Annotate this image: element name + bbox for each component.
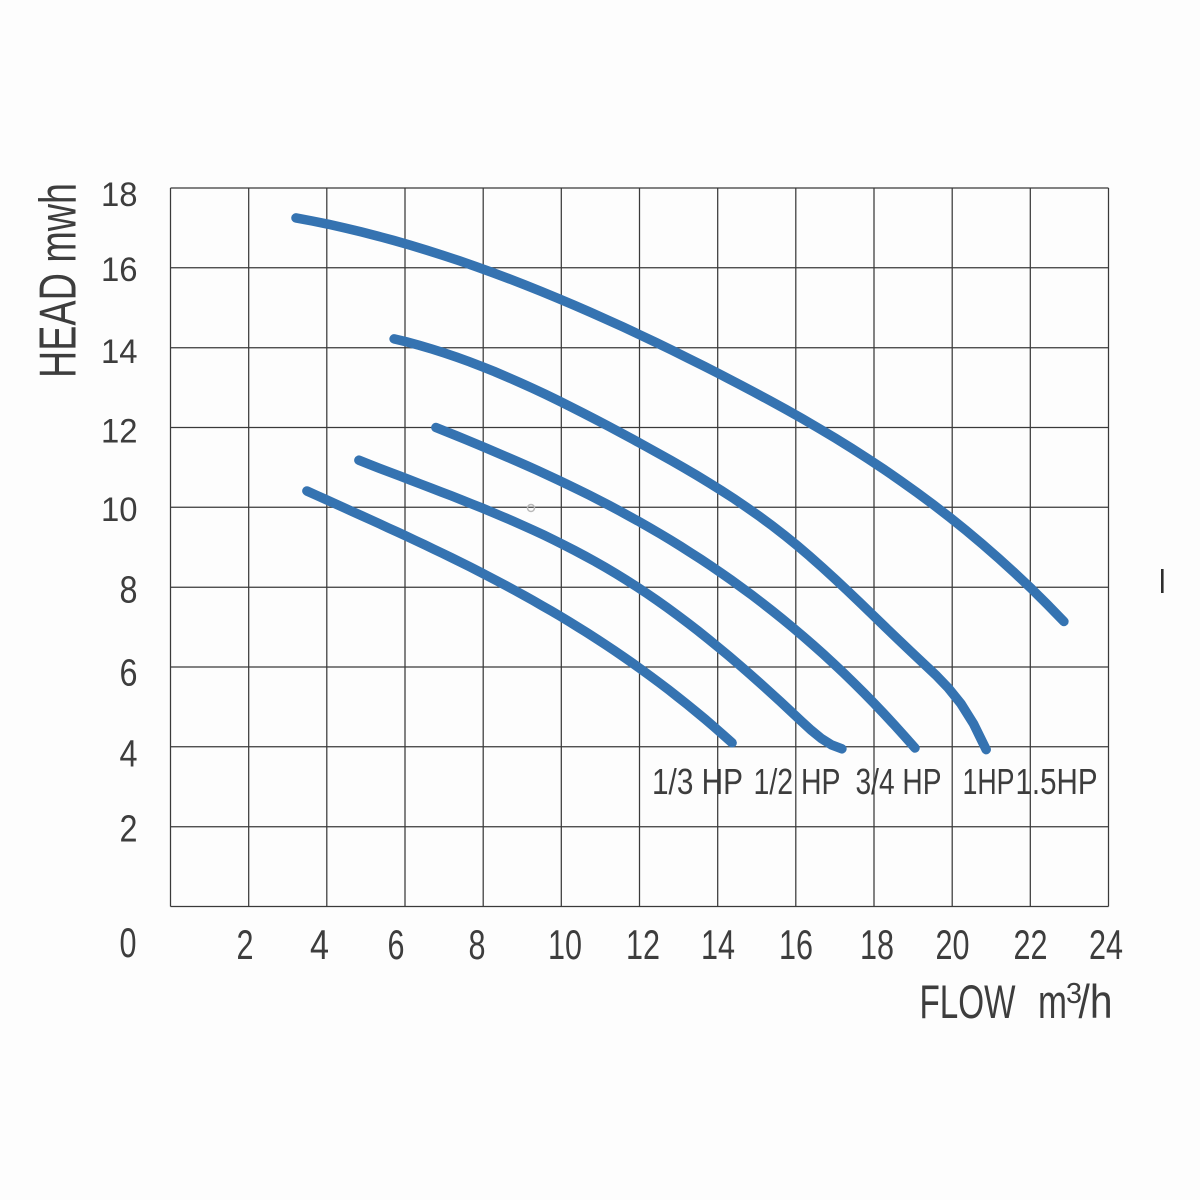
svg-text:1/2 HP: 1/2 HP (754, 761, 841, 802)
svg-text:/h: /h (1079, 975, 1113, 1028)
svg-text:8: 8 (469, 921, 486, 968)
svg-text:1/3 HP: 1/3 HP (652, 761, 743, 802)
svg-text:16: 16 (779, 921, 813, 968)
svg-text:6: 6 (120, 653, 138, 695)
svg-text:FLOW: FLOW (920, 975, 1016, 1028)
svg-text:22: 22 (1014, 921, 1048, 968)
svg-text:18: 18 (101, 176, 138, 214)
svg-text:3/4 HP: 3/4 HP (856, 761, 942, 802)
svg-text:1HP: 1HP (963, 761, 1015, 802)
svg-text:HEAD mwh: HEAD mwh (30, 183, 88, 378)
svg-text:1.5HP: 1.5HP (1016, 761, 1098, 802)
svg-text:12: 12 (626, 921, 660, 968)
svg-text:3: 3 (1066, 978, 1082, 1010)
svg-text:2: 2 (120, 809, 138, 851)
svg-text:10: 10 (548, 921, 582, 968)
svg-text:4: 4 (310, 921, 329, 968)
svg-text:0: 0 (120, 919, 137, 966)
svg-text:m: m (1038, 975, 1067, 1028)
svg-text:10: 10 (101, 491, 138, 529)
svg-text:16: 16 (101, 251, 138, 289)
svg-text:8: 8 (120, 570, 138, 612)
svg-text:18: 18 (860, 921, 894, 968)
svg-text:24: 24 (1089, 921, 1123, 968)
svg-text:2: 2 (237, 921, 254, 968)
svg-text:14: 14 (101, 333, 138, 371)
svg-text:4: 4 (120, 733, 138, 775)
svg-text:6: 6 (388, 921, 405, 968)
svg-text:12: 12 (101, 413, 138, 451)
svg-text:20: 20 (936, 921, 970, 968)
svg-text:14: 14 (701, 921, 735, 968)
